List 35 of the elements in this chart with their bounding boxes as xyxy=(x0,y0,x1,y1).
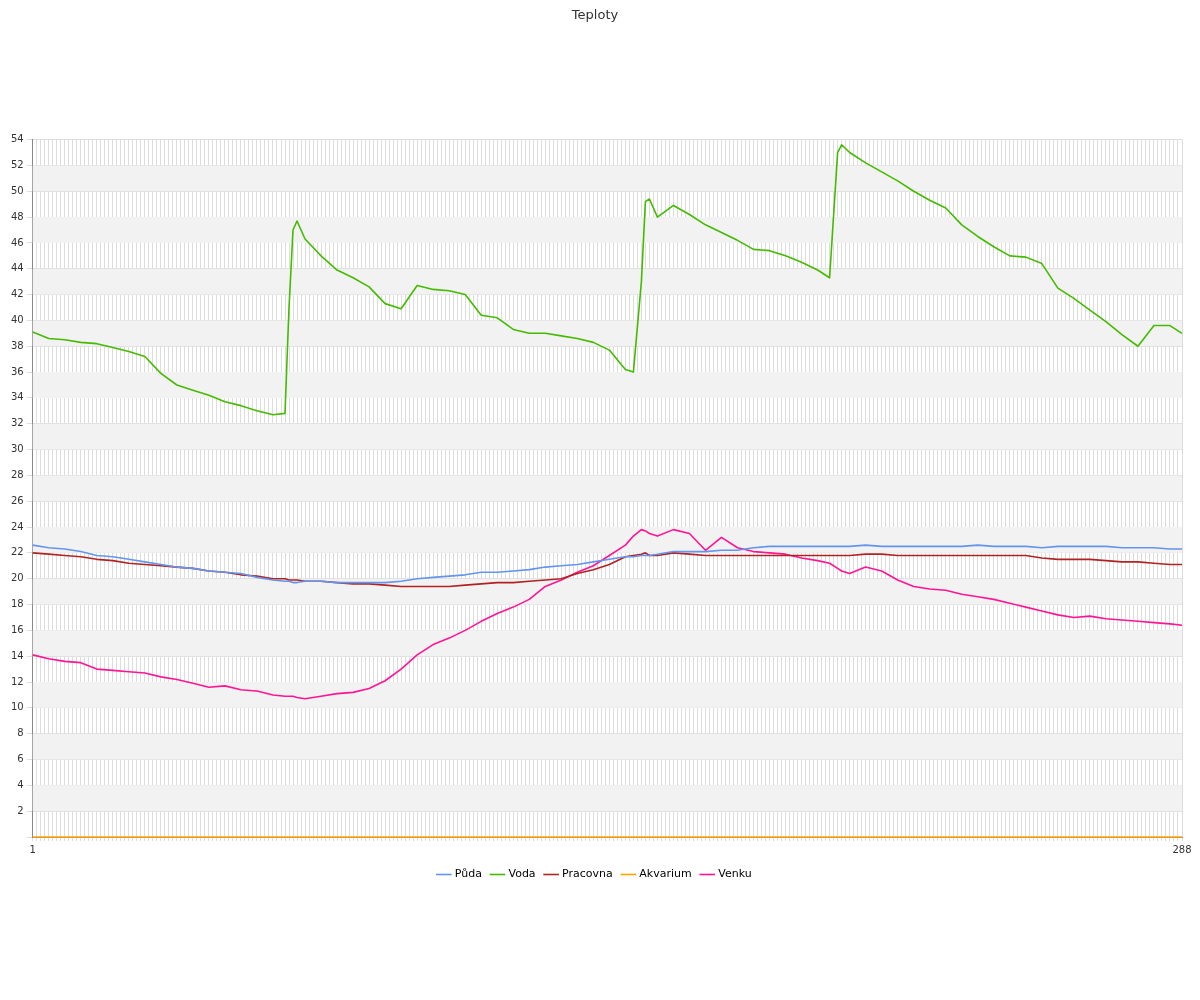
y-tick-label: 40 xyxy=(10,314,24,325)
y-tick-label: 26 xyxy=(10,494,24,506)
y-tick-label: 2 xyxy=(17,804,24,816)
legend-label: Venku xyxy=(718,867,752,881)
y-tick-label: 12 xyxy=(10,675,24,687)
y-tick-label: 48 xyxy=(10,210,24,222)
y-tick-label: 24 xyxy=(10,520,24,532)
y-tick-label: 22 xyxy=(10,546,24,558)
chart-title: Teploty xyxy=(570,7,619,23)
y-tick-label: 14 xyxy=(10,649,24,661)
y-tick-label: 16 xyxy=(10,623,24,635)
y-tick-label: 10 xyxy=(10,701,24,713)
y-tick-label: 30 xyxy=(10,443,24,455)
y-tick-label: 50 xyxy=(10,184,24,196)
x-tick-label: 288 xyxy=(1172,843,1192,855)
x-tick-label: 1 xyxy=(29,843,36,855)
y-tick-label: 4 xyxy=(17,778,24,790)
y-tick-label: 54 xyxy=(10,133,24,145)
legend-label: Pracovna xyxy=(562,867,613,881)
legend-label: Akvarium xyxy=(639,867,692,881)
y-tick-label: 18 xyxy=(10,598,24,610)
y-tick-label: 20 xyxy=(10,572,24,584)
y-tick-label: 36 xyxy=(10,365,24,377)
legend-label: Půda xyxy=(454,867,482,881)
y-tick-label: 44 xyxy=(10,262,24,274)
y-tick-label: 46 xyxy=(10,236,24,248)
y-tick-label: 34 xyxy=(10,391,24,403)
y-tick-label: 38 xyxy=(10,339,24,351)
y-tick-label: 8 xyxy=(17,727,24,739)
y-tick-label: 6 xyxy=(17,753,24,765)
y-tick-label: 52 xyxy=(10,159,24,171)
legend-label: Voda xyxy=(508,867,536,881)
y-tick-label: 28 xyxy=(10,468,24,480)
y-tick-label: 42 xyxy=(10,288,24,300)
y-tick-label: 32 xyxy=(10,417,24,429)
